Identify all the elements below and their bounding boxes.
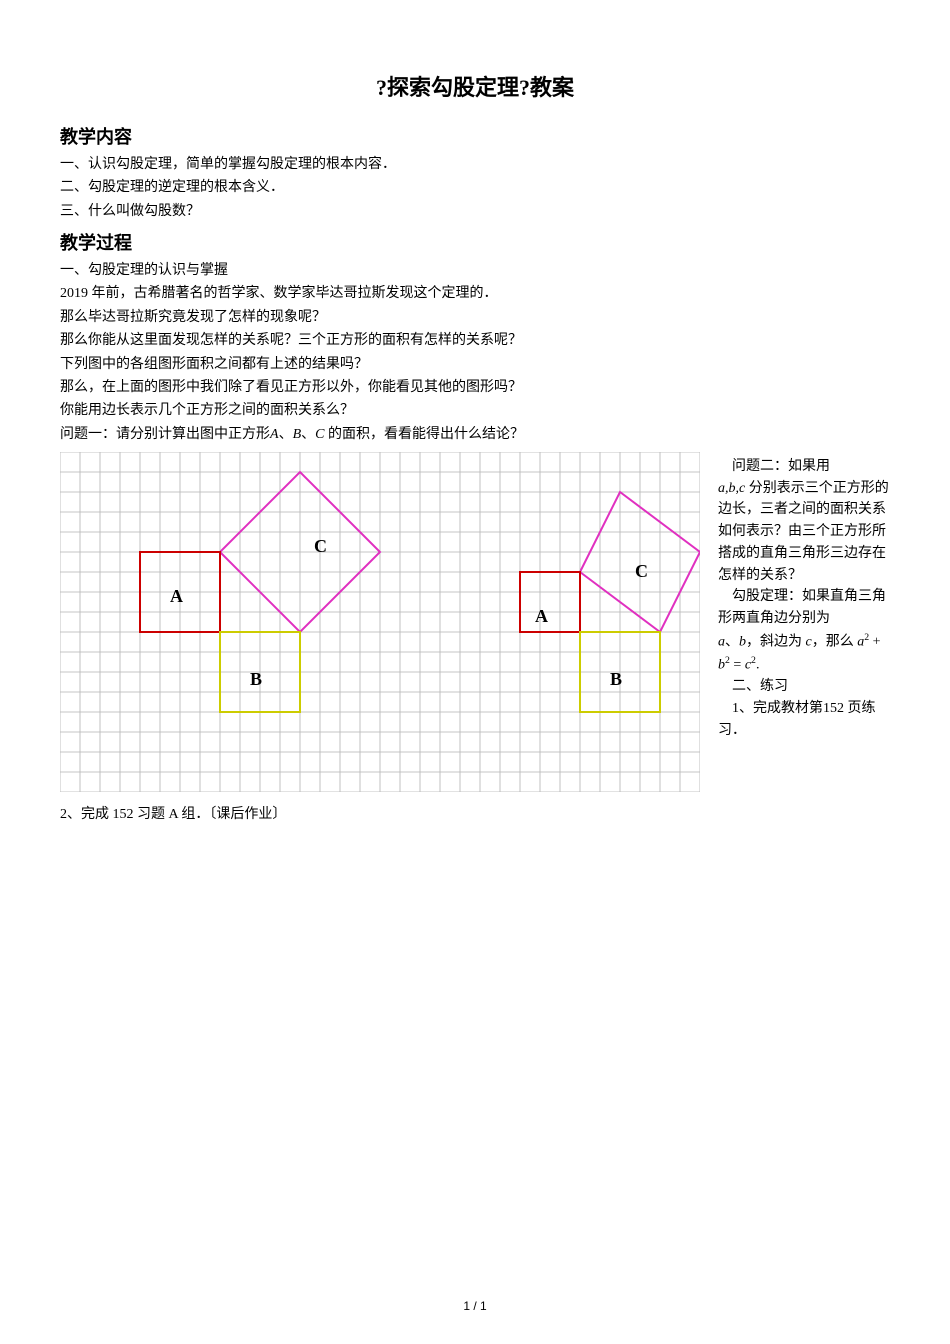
svg-text:A: A <box>535 606 548 626</box>
para-1: 一、认识勾股定理，简单的掌握勾股定理的根本内容． <box>60 154 890 176</box>
para-8: 下列图中的各组图形面积之间都有上述的结果吗？ <box>60 354 890 376</box>
text-hyp: ，斜边为 <box>746 634 806 649</box>
para-6: 那么毕达哥拉斯究竟发现了怎样的现象呢？ <box>60 307 890 329</box>
para-2: 二、勾股定理的逆定理的根本含义． <box>60 177 890 199</box>
right-text-column: 问题二：如果用 a,b,c 分别表示三个正方形的边长，三者之间的面积关系如何表示… <box>718 452 890 741</box>
practice-1: 1、完成教材第152 页练习． <box>718 698 890 741</box>
heading-content: 教学内容 <box>60 123 890 152</box>
para-4: 一、勾股定理的认识与掌握 <box>60 260 890 282</box>
q1-text-c: 、 <box>279 427 293 442</box>
page-footer: 1 / 1 <box>0 1297 950 1316</box>
practice-2: 2、完成 152 习题 A 组．〔课后作业〕 <box>60 804 890 826</box>
q1-text-a: 问题一：请分别计算出图中正方形 <box>60 427 270 442</box>
q2-line1: 问题二：如果用 <box>718 456 890 478</box>
q2-text2b: 分别表示三个正方形的边长，三者之间的面积关系如何表示？由三个正方形所搭成的直角三… <box>718 481 889 583</box>
sup-2c: 2 <box>751 655 756 666</box>
para-11: 问题一：请分别计算出图中正方形A、B、C 的面积，看看能得出什么结论？ <box>60 424 890 446</box>
q1-label-B: B <box>293 427 302 442</box>
q1-text-e: 、 <box>301 427 315 442</box>
sup-2a: 2 <box>864 632 869 643</box>
svg-text:A: A <box>170 586 183 606</box>
formula-b: b <box>718 658 725 673</box>
svg-text:B: B <box>610 669 622 689</box>
theorem-line1: 勾股定理：如果直角三角形两直角边分别为 <box>718 586 890 629</box>
sep-ab: 、 <box>725 634 739 649</box>
svg-text:C: C <box>314 536 327 556</box>
theorem-line2: a、b，斜边为 c，那么 a2 + b2 = c2. <box>718 630 890 677</box>
var-b: b <box>739 634 746 649</box>
para-7: 那么你能从这里面发现怎样的关系呢？三个正方形的面积有怎样的关系呢？ <box>60 330 890 352</box>
document-title: ?探索勾股定理?教案 <box>60 70 890 105</box>
q1-text-g: 的面积，看看能得出什么结论？ <box>324 427 524 442</box>
para-9: 那么，在上面的图形中我们除了看见正方形以外，你能看见其他的图形吗？ <box>60 377 890 399</box>
pythagoras-diagram: A B C A B C <box>60 452 700 792</box>
var-a: a <box>718 634 725 649</box>
heading-process: 教学过程 <box>60 229 890 258</box>
diagram-container: A B C A B C <box>60 452 700 800</box>
para-3: 三、什么叫做勾股数？ <box>60 201 890 223</box>
svg-text:B: B <box>250 669 262 689</box>
para-10: 你能用边长表示几个正方形之间的面积关系么？ <box>60 400 890 422</box>
q2-abc: a,b,c <box>718 481 745 496</box>
practice-head: 二、练习 <box>718 676 890 698</box>
svg-text:C: C <box>635 561 648 581</box>
text-then: ，那么 <box>812 634 858 649</box>
q1-label-A: A <box>270 427 279 442</box>
para-5: 2019 年前，古希腊著名的哲学家、数学家毕达哥拉斯发现这个定理的． <box>60 283 890 305</box>
sup-2b: 2 <box>725 655 730 666</box>
q2-line2: a,b,c 分别表示三个正方形的边长，三者之间的面积关系如何表示？由三个正方形所… <box>718 478 890 586</box>
